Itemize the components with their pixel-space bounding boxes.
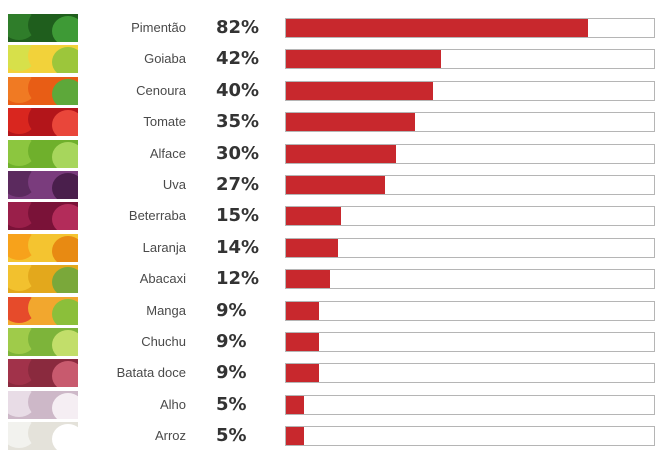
beet-icon [8, 202, 78, 231]
value-label: 9% [216, 362, 247, 384]
sweet-potato-icon [8, 359, 78, 388]
bar-row: Arroz 5% [0, 422, 657, 450]
value-label: 15% [216, 205, 260, 227]
bar [286, 207, 342, 226]
value-label: 14% [216, 236, 260, 258]
guava-icon [8, 45, 78, 74]
bar-row: Goiaba 42% [0, 45, 657, 74]
bar-row: Manga 9% [0, 296, 657, 325]
value-label: 30% [216, 142, 260, 164]
mango-icon [8, 296, 78, 325]
bar-row: Laranja 14% [0, 233, 657, 262]
value-label: 9% [216, 299, 247, 321]
category-label: Chuchu [141, 334, 186, 349]
bar-track [285, 143, 655, 164]
bar-track [285, 363, 655, 384]
bar [286, 19, 588, 37]
carrot-icon [8, 76, 78, 105]
category-label: Laranja [142, 239, 186, 255]
bar-row: Alface 30% [0, 139, 657, 168]
category-label: Uva [162, 177, 186, 192]
bar-row: Alho 5% [0, 390, 657, 419]
bell-pepper-icon [8, 14, 78, 42]
bar-row: Uva 27% [0, 171, 657, 199]
category-label: Beterraba [128, 208, 186, 224]
value-label: 42% [216, 48, 260, 70]
bar [286, 50, 441, 69]
category-label: Goiaba [144, 51, 186, 67]
value-label: 40% [216, 79, 260, 101]
bar [286, 395, 305, 414]
value-label: 9% [216, 331, 247, 352]
bar-track [285, 300, 655, 321]
bar [286, 81, 434, 100]
bar-track [285, 49, 655, 70]
bar-track [285, 18, 655, 38]
value-label: 5% [216, 425, 247, 447]
value-label: 27% [216, 174, 260, 195]
bar-row: Pimentão 82% [0, 14, 657, 42]
bar [286, 427, 305, 446]
bar-row: Abacaxi 12% [0, 265, 657, 294]
bar-track [285, 237, 655, 258]
bar [286, 364, 320, 383]
bar-row: Tomate 35% [0, 108, 657, 137]
grape-icon [8, 171, 78, 199]
bar-track [285, 394, 655, 415]
category-label: Arroz [154, 428, 186, 444]
lettuce-icon [8, 139, 78, 168]
category-label: Abacaxi [139, 271, 186, 287]
bar-track [285, 206, 655, 227]
value-label: 82% [216, 17, 260, 38]
category-label: Pimentão [131, 20, 186, 35]
value-label: 12% [216, 268, 260, 290]
bar-track [285, 269, 655, 290]
garlic-icon [8, 390, 78, 419]
bar [286, 144, 397, 163]
bar-track [285, 112, 655, 133]
category-label: Alface [149, 145, 186, 161]
value-label: 5% [216, 393, 247, 415]
value-label: 35% [216, 111, 260, 133]
rice-icon [8, 422, 78, 450]
bar-track [285, 80, 655, 101]
bar [286, 301, 320, 320]
bar-track [285, 175, 655, 195]
bar [286, 270, 331, 289]
category-label: Cenoura [136, 82, 186, 98]
bar-row: Batata doce 9% [0, 359, 657, 388]
bar-track [285, 332, 655, 352]
bar [286, 238, 338, 257]
bar [286, 333, 320, 351]
bar-row: Beterraba 15% [0, 202, 657, 231]
bar-row: Chuchu 9% [0, 328, 657, 356]
category-label: Alho [159, 396, 186, 412]
bar-row: Cenoura 40% [0, 76, 657, 105]
bar-track [285, 426, 655, 447]
pineapple-icon [8, 265, 78, 294]
tomato-icon [8, 108, 78, 137]
bar [286, 176, 386, 194]
chayote-icon [8, 328, 78, 356]
category-label: Manga [146, 302, 186, 318]
bar [286, 113, 415, 132]
category-label: Tomate [143, 114, 186, 130]
category-label: Batata doce [116, 365, 186, 381]
orange-icon [8, 233, 78, 262]
